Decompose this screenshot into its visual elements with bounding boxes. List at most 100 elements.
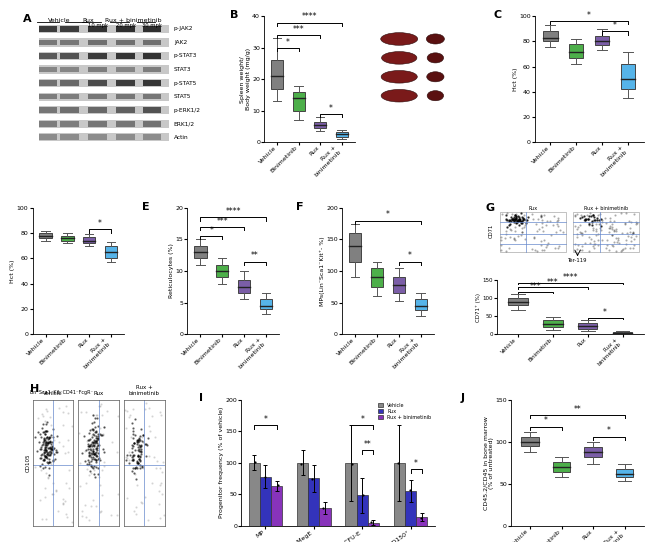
Point — [98, 444, 108, 453]
Point — [122, 406, 132, 415]
Y-axis label: Reticulocytes (%): Reticulocytes (%) — [169, 243, 174, 299]
Point — [138, 438, 148, 447]
Point — [552, 214, 563, 222]
Point — [42, 459, 53, 468]
Point — [38, 455, 49, 464]
Point — [510, 211, 520, 220]
Point — [577, 212, 588, 221]
Point — [569, 221, 580, 230]
Point — [45, 458, 55, 467]
Point — [577, 242, 588, 250]
Point — [85, 445, 96, 454]
Bar — [60, 94, 79, 100]
Point — [40, 453, 51, 461]
Point — [129, 439, 139, 448]
Bar — [371, 268, 383, 287]
Point — [609, 226, 619, 235]
Point — [154, 500, 164, 509]
Point — [606, 224, 617, 233]
Point — [84, 449, 95, 457]
Point — [138, 431, 149, 440]
Point — [538, 218, 548, 227]
Point — [62, 408, 73, 417]
Point — [620, 244, 630, 253]
Point — [45, 437, 55, 446]
Point — [133, 450, 144, 459]
Point — [517, 228, 527, 236]
Point — [131, 464, 142, 473]
Point — [572, 233, 582, 241]
Point — [593, 216, 604, 225]
Point — [96, 400, 106, 409]
Point — [86, 449, 96, 457]
Point — [88, 450, 99, 459]
Y-axis label: CD105: CD105 — [26, 454, 31, 472]
Point — [92, 414, 102, 422]
Point — [38, 464, 49, 473]
Point — [529, 233, 539, 242]
Point — [36, 433, 46, 442]
Point — [92, 422, 103, 430]
Point — [81, 513, 92, 521]
Point — [84, 458, 95, 467]
Point — [79, 431, 89, 440]
Point — [89, 466, 99, 474]
Text: **: ** — [573, 404, 581, 414]
Point — [124, 412, 135, 421]
Point — [596, 221, 606, 230]
Point — [128, 451, 138, 460]
Point — [127, 430, 138, 438]
Point — [64, 466, 74, 474]
Point — [587, 218, 597, 227]
Point — [536, 210, 546, 219]
Point — [90, 422, 101, 431]
Text: J: J — [461, 393, 465, 403]
Point — [88, 448, 98, 457]
Point — [511, 214, 521, 223]
Point — [580, 214, 590, 223]
Point — [127, 467, 137, 475]
Point — [44, 437, 54, 446]
Point — [628, 229, 638, 237]
Text: JAK2: JAK2 — [174, 40, 187, 45]
Point — [86, 453, 97, 461]
Point — [509, 235, 519, 244]
Point — [517, 223, 527, 232]
Point — [91, 463, 101, 472]
Point — [131, 457, 142, 466]
Point — [80, 447, 90, 456]
Point — [593, 241, 603, 250]
Point — [552, 243, 563, 252]
Point — [628, 228, 638, 237]
Point — [51, 486, 61, 495]
Point — [404, 486, 415, 495]
Point — [510, 218, 521, 227]
Point — [129, 450, 139, 459]
Point — [250, 457, 260, 466]
Point — [90, 427, 101, 435]
Bar — [143, 80, 161, 86]
Point — [597, 236, 608, 244]
Point — [122, 450, 133, 459]
Point — [32, 447, 42, 455]
Point — [122, 454, 132, 463]
Bar — [271, 60, 283, 89]
Text: ****: **** — [562, 274, 578, 282]
Point — [575, 221, 585, 229]
Bar — [521, 437, 539, 446]
Bar — [88, 67, 107, 73]
Point — [86, 501, 97, 510]
Point — [570, 212, 580, 221]
Point — [579, 216, 590, 224]
Bar — [143, 40, 161, 46]
Point — [133, 446, 143, 454]
Point — [99, 447, 109, 456]
Point — [597, 216, 607, 224]
Point — [47, 437, 57, 446]
Point — [133, 451, 143, 460]
Point — [589, 216, 599, 224]
Point — [510, 214, 521, 223]
Text: *: * — [613, 21, 617, 30]
Point — [86, 469, 96, 478]
Point — [588, 244, 599, 253]
